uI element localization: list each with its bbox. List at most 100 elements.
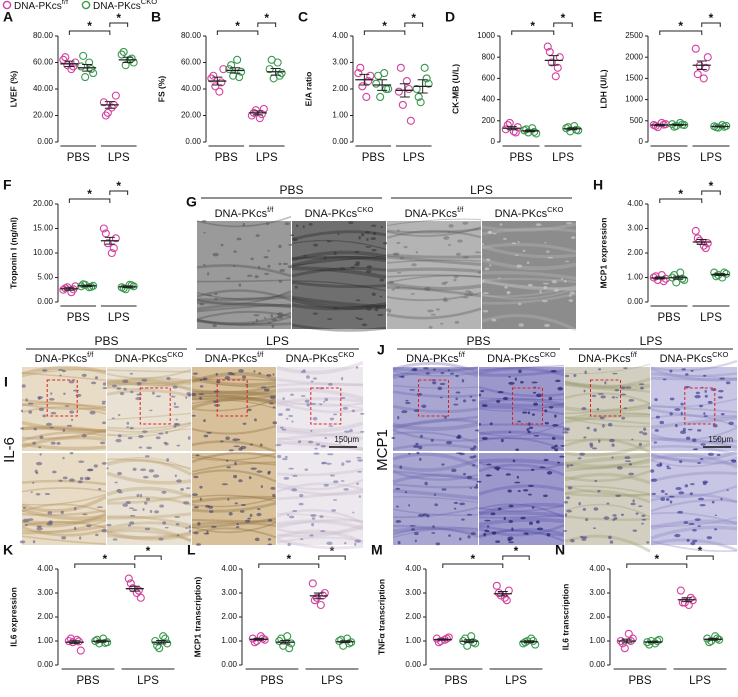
data-point <box>522 125 531 134</box>
micrograph-texture <box>276 378 364 387</box>
significance-bracket <box>659 198 703 203</box>
micrograph-texture <box>132 509 138 511</box>
micrograph-texture <box>291 255 387 267</box>
data-point <box>285 644 294 653</box>
y-axis-label: LDH (U/L) <box>598 69 608 108</box>
significance-label: * <box>698 544 703 558</box>
data-point <box>358 82 367 91</box>
micrograph-texture <box>518 323 525 327</box>
micrograph-texture <box>453 278 457 282</box>
micrograph-texture <box>238 369 244 373</box>
significance-bracket <box>659 30 703 35</box>
data-point <box>505 118 514 127</box>
micrograph-texture <box>30 491 33 493</box>
micrograph-texture <box>446 441 453 445</box>
significance-label: * <box>514 544 519 558</box>
micrograph-texture <box>650 516 738 528</box>
data-point <box>345 639 354 648</box>
micrograph-texture <box>129 521 135 525</box>
micrograph-texture <box>276 529 364 544</box>
micrograph-texture <box>366 265 373 269</box>
micrograph-texture <box>478 364 565 371</box>
micrograph-texture <box>432 368 437 371</box>
micrograph-texture <box>405 401 411 405</box>
micrograph-texture <box>482 292 489 295</box>
micrograph-texture <box>241 375 247 379</box>
micrograph-texture <box>424 286 431 291</box>
micrograph-texture <box>21 442 107 451</box>
micrograph-texture <box>266 373 272 377</box>
y-tick-label: 4.00 <box>332 31 348 40</box>
micrograph-texture <box>350 266 355 269</box>
micrograph-texture <box>106 378 192 392</box>
micrograph-texture <box>106 378 192 390</box>
micrograph-texture <box>481 278 577 291</box>
column-label-sup: f/f <box>457 205 464 214</box>
micrograph-texture <box>386 259 482 264</box>
micrograph-texture <box>185 396 188 399</box>
micrograph-texture <box>669 500 673 504</box>
y-tick-label: 4.00 <box>37 564 53 573</box>
significance-label: * <box>87 19 92 33</box>
micrograph-texture <box>461 518 465 521</box>
micrograph-texture <box>356 482 359 485</box>
y-tick-label: 1.00 <box>332 111 348 120</box>
micrograph-texture <box>536 520 540 524</box>
micrograph <box>22 367 106 451</box>
x-tick-label: PBS <box>76 675 99 687</box>
micrograph-texture <box>650 519 738 530</box>
micrograph-texture <box>62 476 68 480</box>
micrograph <box>479 453 564 545</box>
column-label-sup: CKO <box>712 350 728 359</box>
micrograph-texture <box>298 502 304 506</box>
micrograph-texture <box>303 254 308 257</box>
y-axis-label: E/A ratio <box>303 72 313 107</box>
micrograph-texture <box>388 280 395 284</box>
micrograph-texture <box>276 526 364 538</box>
micrograph-texture <box>344 541 347 545</box>
micrograph-texture <box>191 399 277 410</box>
micrograph-texture <box>386 274 482 278</box>
micrograph-texture <box>428 326 433 329</box>
micrograph-texture <box>481 277 577 283</box>
micrograph-texture <box>276 538 364 550</box>
group-header: PBS <box>94 334 118 348</box>
y-tick-label: 4.00 <box>221 564 237 573</box>
micrograph-texture <box>448 243 452 246</box>
x-tick-label: LPS <box>108 152 130 164</box>
micrograph-texture <box>543 494 548 498</box>
micrograph <box>565 367 650 451</box>
micrograph-texture <box>59 374 62 377</box>
data-point <box>237 67 246 76</box>
micrograph-texture <box>304 468 309 471</box>
micrograph-texture <box>458 537 462 541</box>
micrograph-texture <box>562 530 568 532</box>
micrograph-texture <box>162 521 167 525</box>
micrograph-texture <box>276 442 364 451</box>
data-point <box>503 120 512 130</box>
micrograph-texture <box>39 453 42 456</box>
micrograph-texture <box>531 506 535 509</box>
legend-label-base: DNA-PKcs <box>14 1 62 12</box>
significance-bracket <box>442 563 504 568</box>
data-point <box>251 106 260 115</box>
micrograph-texture <box>21 479 107 486</box>
micrograph-texture <box>639 431 644 434</box>
micrograph-texture <box>106 412 192 421</box>
micrograph-texture <box>272 373 275 376</box>
micrograph-texture <box>106 421 192 430</box>
data-point <box>547 58 556 67</box>
legend-label-sup: f/f <box>62 0 69 6</box>
y-axis-label: FS (%) <box>156 76 166 103</box>
micrograph-texture <box>413 409 420 413</box>
micrograph-texture <box>193 531 199 535</box>
significance-bracket <box>216 30 259 35</box>
micrograph-texture <box>653 441 658 444</box>
micrograph-texture <box>425 372 430 375</box>
error-bar <box>437 638 448 641</box>
micrograph-texture <box>718 389 724 393</box>
micrograph-texture <box>706 536 713 540</box>
micrograph-texture <box>291 239 387 250</box>
micrograph <box>192 453 276 545</box>
micrograph-texture <box>224 376 231 380</box>
